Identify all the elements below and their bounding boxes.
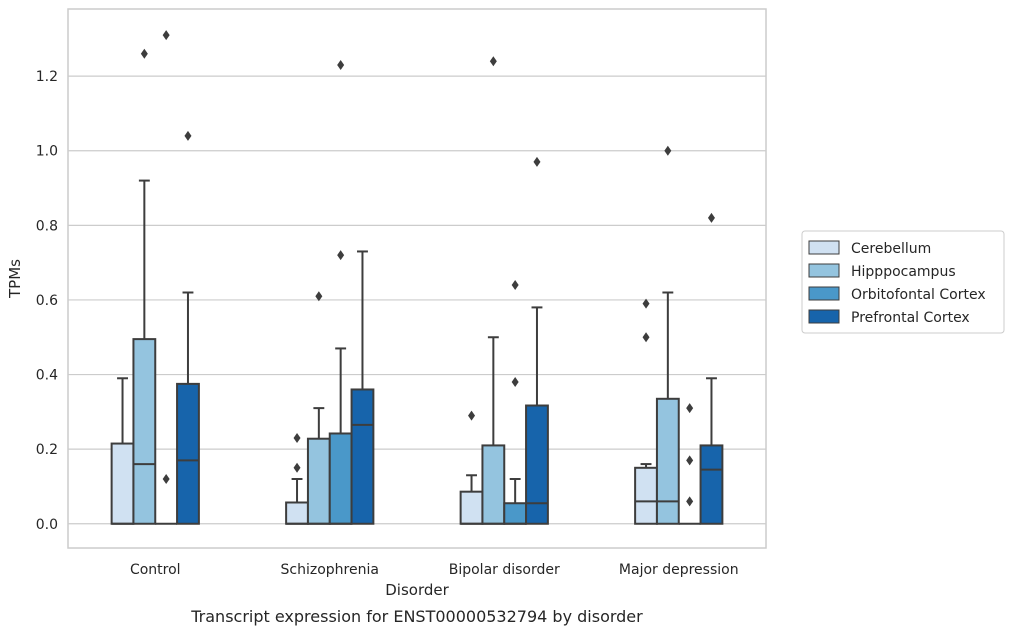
box-1-3: [350, 250, 375, 525]
box-3-3: [699, 377, 724, 525]
x-axis-label: Disorder: [385, 581, 449, 599]
outlier-point: [707, 212, 715, 223]
box-2-2: [503, 477, 528, 525]
y-axis-label: TPMs: [6, 259, 24, 299]
y-tick-labels: 0.0 0.2 0.4 0.6 0.8 1.0 1.2: [36, 69, 58, 533]
box-3-0: [634, 463, 658, 525]
box-1-2: [328, 347, 353, 525]
box-0-0: [110, 377, 135, 525]
box-rect: [525, 404, 549, 525]
y-tick-label: 0.4: [36, 368, 58, 384]
legend-label: Orbitofontal Cortex: [851, 287, 986, 303]
box-3-1: [655, 291, 680, 525]
outlier-point: [511, 280, 519, 291]
box-rect: [503, 502, 528, 525]
box-rect: [634, 466, 658, 525]
legend-swatch: [808, 309, 840, 324]
y-tick-label: 0.2: [36, 442, 58, 458]
box-rect: [285, 501, 309, 525]
outlier-point: [162, 473, 170, 484]
box-rect: [481, 444, 506, 525]
outlier-point: [511, 377, 519, 388]
legend: Cerebellum Hipppocampus Orbitofontal Corte…: [801, 230, 1005, 334]
legend-label: Cerebellum: [851, 241, 931, 257]
boxes: [110, 179, 724, 525]
y-tick-label: 1.2: [36, 69, 58, 85]
legend-label: Hipppocampus: [851, 264, 956, 280]
plot-frame: [67, 8, 767, 549]
outlier-point: [489, 56, 497, 67]
legend-swatch: [808, 263, 840, 278]
outlier-point: [686, 403, 694, 414]
legend-swatch: [808, 286, 840, 301]
box-rect: [655, 397, 680, 525]
outlier-point: [686, 455, 694, 466]
x-tick-label: Major depression: [619, 562, 739, 578]
legend-swatch: [808, 240, 840, 255]
y-tick-label: 1.0: [36, 144, 58, 160]
box-rect: [328, 432, 353, 525]
outlier-point: [468, 410, 476, 421]
box-2-1: [481, 336, 506, 525]
box-rect: [176, 382, 200, 525]
y-tick-label: 0.6: [36, 293, 58, 309]
x-tick-labels: Control Schizophrenia Bipolar disorder Majo…: [130, 562, 739, 578]
box-2-3: [525, 306, 549, 525]
box-1-0: [285, 477, 309, 525]
box-0-3: [176, 291, 200, 525]
box-rect: [350, 388, 375, 525]
outlier-point: [315, 291, 323, 302]
x-tick-label: Schizophrenia: [281, 562, 379, 578]
outlier-point: [642, 298, 650, 309]
outlier-point: [642, 332, 650, 343]
legend-label: Prefrontal Cortex: [851, 310, 970, 326]
legend-items: Cerebellum Hipppocampus Orbitofontal Corte…: [808, 240, 986, 326]
box-rect: [459, 490, 484, 525]
box-rect: [306, 437, 331, 525]
outlier-point: [664, 145, 672, 156]
chart-caption: Transcript expression for ENST0000053279…: [190, 607, 643, 626]
box-2-0: [459, 474, 484, 525]
x-tick-label: Control: [130, 562, 181, 578]
box-1-1: [306, 407, 331, 525]
x-tick-label: Bipolar disorder: [449, 562, 560, 578]
outlier-point: [686, 496, 694, 507]
box-rect: [132, 338, 157, 525]
outliers: [140, 30, 715, 507]
box-rect: [110, 442, 135, 525]
outlier-point: [533, 156, 541, 167]
outlier-point: [184, 130, 192, 141]
outlier-point: [337, 250, 345, 261]
outlier-point: [293, 462, 301, 473]
y-tick-label: 0.8: [36, 218, 58, 234]
outlier-point: [293, 432, 301, 443]
outlier-point: [162, 30, 170, 41]
y-tick-label: 0.0: [36, 517, 58, 533]
legend-frame: [801, 230, 1005, 334]
box-rect: [699, 444, 724, 525]
box-0-1: [132, 179, 157, 525]
outlier-point: [140, 48, 148, 59]
outlier-point: [337, 59, 345, 70]
